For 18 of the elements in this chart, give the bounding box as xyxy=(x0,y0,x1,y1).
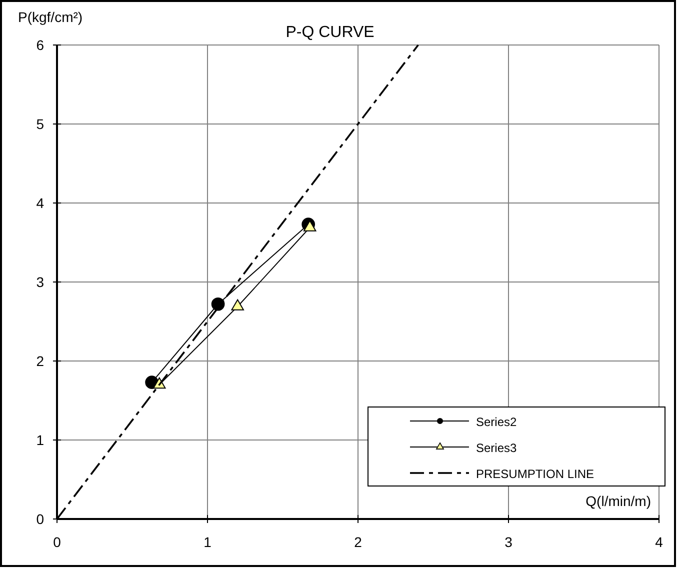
x-tick-label: 4 xyxy=(655,534,664,550)
y-tick-label: 5 xyxy=(36,116,44,132)
x-tick-label: 0 xyxy=(53,534,62,550)
x-tick-label: 3 xyxy=(504,534,513,550)
x-tick-label: 1 xyxy=(204,534,212,550)
chart-title: P-Q CURVE xyxy=(286,24,374,41)
y-tick-label: 4 xyxy=(36,195,44,211)
y-tick-label: 1 xyxy=(36,432,44,448)
x-axis-title: Q(l/min/m) xyxy=(586,493,651,509)
y-axis-title: P(kgf/cm²) xyxy=(18,9,83,25)
legend-label: PRESUMPTION LINE xyxy=(476,467,594,481)
y-tick-label: 0 xyxy=(36,511,44,527)
x-tick-label: 2 xyxy=(354,534,362,550)
y-tick-label: 6 xyxy=(36,37,44,53)
y-tick-label: 2 xyxy=(36,353,44,369)
y-tick-label: 3 xyxy=(36,274,44,290)
legend-label: Series3 xyxy=(476,441,518,455)
legend-label: Series2 xyxy=(476,415,518,429)
